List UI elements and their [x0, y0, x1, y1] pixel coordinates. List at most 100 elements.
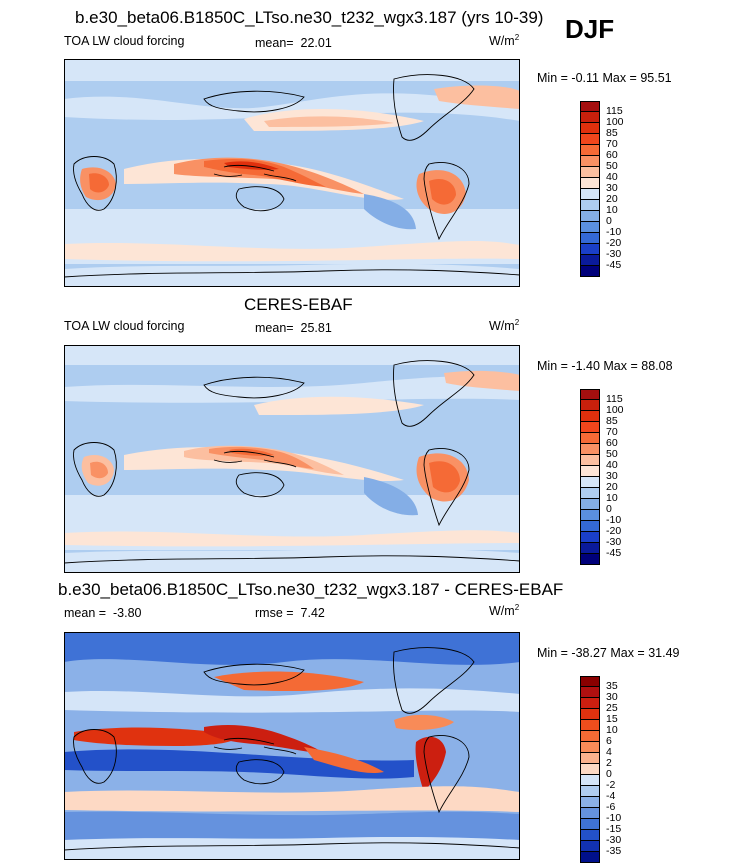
samerica-outline: [423, 448, 470, 527]
colorbar-swatch: [580, 687, 600, 698]
colorbar-swatch: [580, 698, 600, 709]
africa-core: [89, 173, 109, 193]
colorbar-swatch: [580, 797, 600, 808]
panel3-map: [64, 632, 520, 860]
australia-outline: [235, 472, 285, 498]
arctic-low: [64, 632, 520, 665]
colorbar-label: -10: [606, 226, 622, 238]
so-storm-track: [64, 530, 520, 547]
colorbar-swatch: [580, 510, 600, 521]
colorbar-swatch: [580, 764, 600, 775]
panel2-mean: mean= 25.81: [255, 321, 332, 335]
colorbar-swatch: [580, 554, 600, 565]
panel1-variable-label: TOA LW cloud forcing: [64, 34, 185, 48]
colorbar-swatch: [580, 852, 600, 863]
colorbar-swatch: [580, 444, 600, 455]
colorbar-label: 85: [606, 415, 618, 427]
maritime-max: [204, 725, 326, 754]
colorbar-swatch: [580, 145, 600, 156]
sepacific-low: [364, 194, 416, 230]
colorbar-label: 100: [606, 116, 624, 128]
so-ocean: [64, 811, 520, 842]
panel1-colorbar: 115 100 85 70 60 50 40 30 20 10 0 -10 -20 -30 -45: [580, 101, 624, 277]
panel1-min-label: Min =: [537, 71, 568, 85]
colorbar-label: 115: [606, 105, 623, 117]
colorbar-label: 100: [606, 404, 624, 416]
colorbar-swatch: [580, 200, 600, 211]
colorbar-label: 15: [606, 713, 618, 725]
asia-outline: [203, 663, 305, 686]
panel3-units: W/m2: [489, 603, 519, 618]
colorbar-label: 4: [606, 746, 612, 758]
colorbar-label: 2: [606, 757, 612, 769]
colorbar-label: -30: [606, 248, 622, 260]
panel3-mean-value: -3.80: [113, 606, 142, 620]
panel3-mean-label: mean =: [64, 606, 107, 620]
colorbar-swatch: [580, 266, 600, 277]
arctic-band: [64, 59, 520, 81]
panel1-map: [64, 59, 520, 287]
colorbar-swatch: [580, 742, 600, 753]
maritime-islands-outline: [213, 164, 297, 182]
npacific-high: [214, 671, 364, 692]
colorbar-swatch: [580, 808, 600, 819]
panel2-units-sup: 2: [514, 318, 520, 327]
colorbar-swatch: [580, 841, 600, 852]
colorbar-label: 40: [606, 171, 618, 183]
colorbar-label: -45: [606, 547, 622, 559]
colorbar-swatch: [580, 178, 600, 189]
australia-outline: [235, 186, 285, 212]
indian-ocean-max: [74, 727, 236, 746]
africa-core: [90, 461, 108, 479]
panel1-mean: mean= 22.01: [255, 36, 332, 50]
panel3-minmax: Min = -38.27 Max = 31.49: [537, 646, 680, 660]
namerica-outline: [393, 360, 475, 427]
colorbar-label: 70: [606, 138, 618, 150]
panel1-minmax: Min = -0.11 Max = 95.51: [537, 71, 672, 85]
panel3-max-value: 31.49: [648, 646, 680, 660]
colorbar-label: -4: [606, 790, 616, 802]
panel1-units: W/m2: [489, 33, 519, 48]
spcz-max: [304, 747, 384, 773]
samerica-core: [429, 178, 456, 205]
colorbar-label: 25: [606, 702, 618, 714]
tropical-deficit: [64, 749, 414, 779]
namerica-outline: [393, 647, 475, 714]
coastlines: [64, 74, 520, 278]
colorbar-swatch: [580, 731, 600, 742]
panel3-rmse-label: rmse =: [255, 606, 294, 620]
colorbar-label: 30: [606, 691, 618, 703]
colorbar-label: 30: [606, 470, 618, 482]
colorbar-swatch: [580, 488, 600, 499]
panel3-units-base: W/m: [489, 604, 515, 619]
colorbar-swatch: [580, 786, 600, 797]
colorbar-label: 0: [606, 503, 612, 515]
asia-outline: [203, 90, 305, 113]
colorbar-swatch: [580, 134, 600, 145]
panel2-variable-label: TOA LW cloud forcing: [64, 319, 185, 333]
samerica-core: [429, 461, 460, 493]
panel1-mean-value: 22.01: [300, 36, 332, 50]
panel1-mean-label: mean=: [255, 36, 294, 50]
antarctica-outline: [64, 269, 520, 278]
colorbar-swatch: [580, 211, 600, 222]
colorbar-label: -2: [606, 779, 616, 791]
colorbar-label: 50: [606, 160, 618, 172]
panel2-min-value: -1.40: [571, 359, 600, 373]
colorbar-swatch: [580, 543, 600, 554]
panel2-units-base: W/m: [489, 319, 515, 334]
colorbar-label: 40: [606, 459, 618, 471]
natlantic-track: [444, 370, 520, 391]
colorbar-swatch: [580, 167, 600, 178]
colorbar-label: 0: [606, 215, 612, 227]
colorbar-label: -30: [606, 834, 622, 846]
coastlines: [64, 360, 520, 564]
panel3-mean: mean = -3.80: [64, 606, 142, 620]
season-label: DJF: [565, 14, 615, 44]
colorbar-label: 60: [606, 437, 618, 449]
natlantic-track: [434, 85, 520, 109]
panel3-colorbar: 35 30 25 15 10 6 4 2 0 -2 -4 -6 -10 -15 -30 -35: [580, 676, 621, 863]
colorbar-swatch: [580, 101, 600, 112]
colorbar-swatch: [580, 222, 600, 233]
colorbar-label: 10: [606, 492, 618, 504]
